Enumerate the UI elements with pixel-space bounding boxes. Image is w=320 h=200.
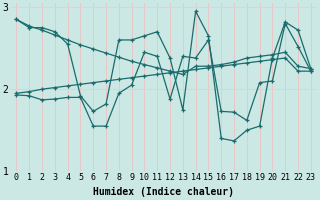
X-axis label: Humidex (Indice chaleur): Humidex (Indice chaleur) <box>93 187 234 197</box>
